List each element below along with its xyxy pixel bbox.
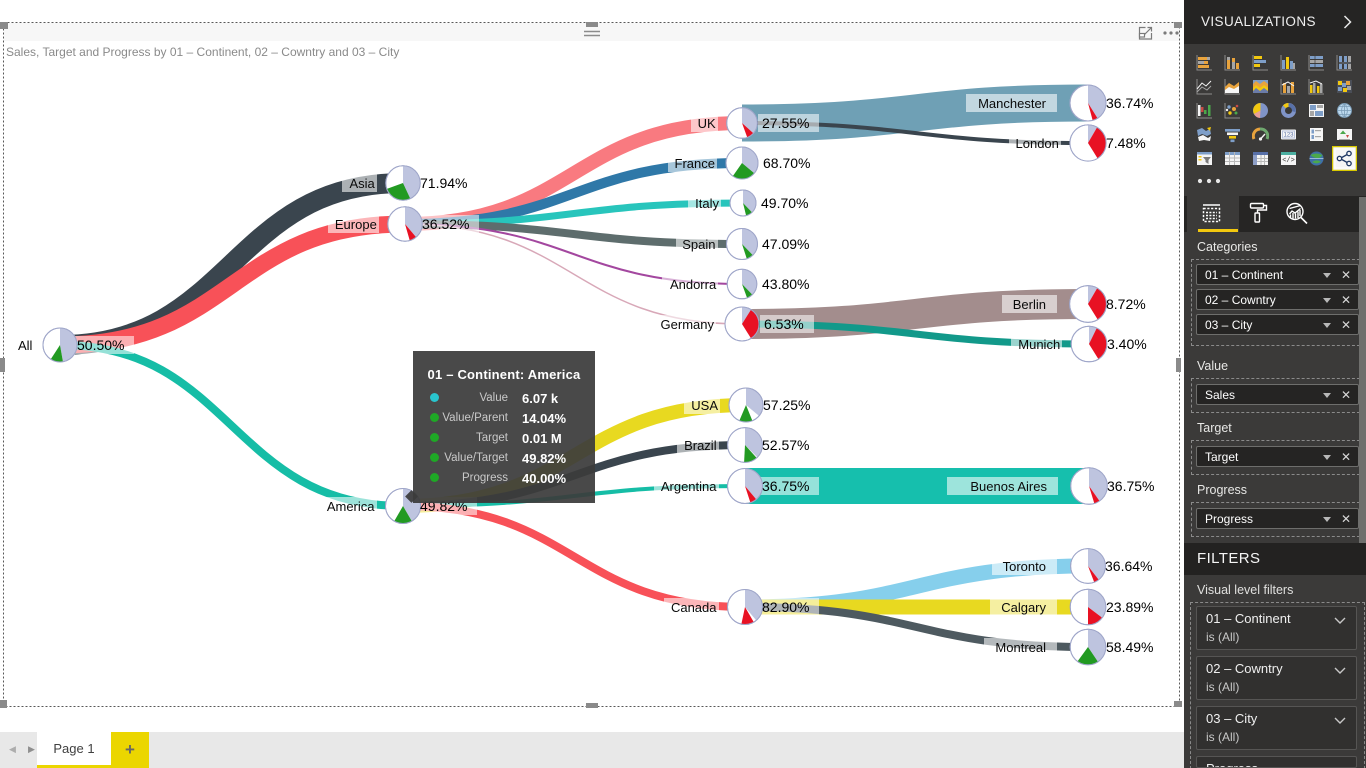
svg-text:3.40%: 3.40% (1107, 336, 1147, 352)
svg-text:Andorra: Andorra (670, 277, 717, 292)
svg-text:Italy: Italy (695, 196, 719, 211)
svg-text:UK: UK (698, 116, 716, 131)
svg-text:36.52%: 36.52% (422, 216, 469, 232)
svg-text:23.89%: 23.89% (1106, 599, 1153, 615)
svg-text:London: London (1016, 136, 1059, 151)
svg-text:36.75%: 36.75% (762, 478, 809, 494)
svg-text:6.53%: 6.53% (764, 316, 804, 332)
svg-text:Asia: Asia (350, 176, 376, 191)
svg-text:Argentina: Argentina (661, 479, 717, 494)
svg-text:8.72%: 8.72% (1106, 296, 1146, 312)
svg-text:68.70%: 68.70% (763, 155, 810, 171)
svg-text:America: America (327, 499, 375, 514)
svg-text:Canada: Canada (671, 600, 717, 615)
svg-text:Toronto: Toronto (1003, 559, 1046, 574)
svg-text:Brazil: Brazil (684, 438, 717, 453)
svg-text:Montreal: Montreal (995, 640, 1046, 655)
svg-text:43.80%: 43.80% (762, 276, 809, 292)
svg-text:Calgary: Calgary (1001, 600, 1046, 615)
svg-text:36.74%: 36.74% (1106, 95, 1153, 111)
svg-text:36.75%: 36.75% (1107, 478, 1154, 494)
svg-text:58.49%: 58.49% (1106, 639, 1153, 655)
svg-text:USA: USA (691, 398, 718, 413)
svg-text:7.48%: 7.48% (1106, 135, 1146, 151)
svg-text:57.25%: 57.25% (763, 397, 810, 413)
svg-text:82.90%: 82.90% (762, 599, 809, 615)
svg-text:52.57%: 52.57% (762, 437, 809, 453)
svg-text:France: France (675, 156, 715, 171)
svg-text:</>: </> (1282, 157, 1295, 165)
svg-text:Europe: Europe (335, 217, 377, 232)
svg-text:49.70%: 49.70% (761, 195, 808, 211)
svg-text:Buenos Aires: Buenos Aires (970, 479, 1047, 494)
svg-text:All: All (18, 338, 33, 353)
svg-text:Spain: Spain (682, 237, 715, 252)
svg-text:27.55%: 27.55% (762, 115, 809, 131)
svg-text:Munich: Munich (1018, 337, 1060, 352)
svg-text:Berlin: Berlin (1013, 297, 1046, 312)
svg-text:Germany: Germany (661, 317, 715, 332)
svg-text:123: 123 (1283, 133, 1294, 139)
svg-text:Manchester: Manchester (978, 96, 1047, 111)
svg-text:71.94%: 71.94% (420, 175, 467, 191)
svg-text:47.09%: 47.09% (762, 236, 809, 252)
svg-text:50.50%: 50.50% (77, 337, 124, 353)
svg-text:36.64%: 36.64% (1105, 558, 1152, 574)
